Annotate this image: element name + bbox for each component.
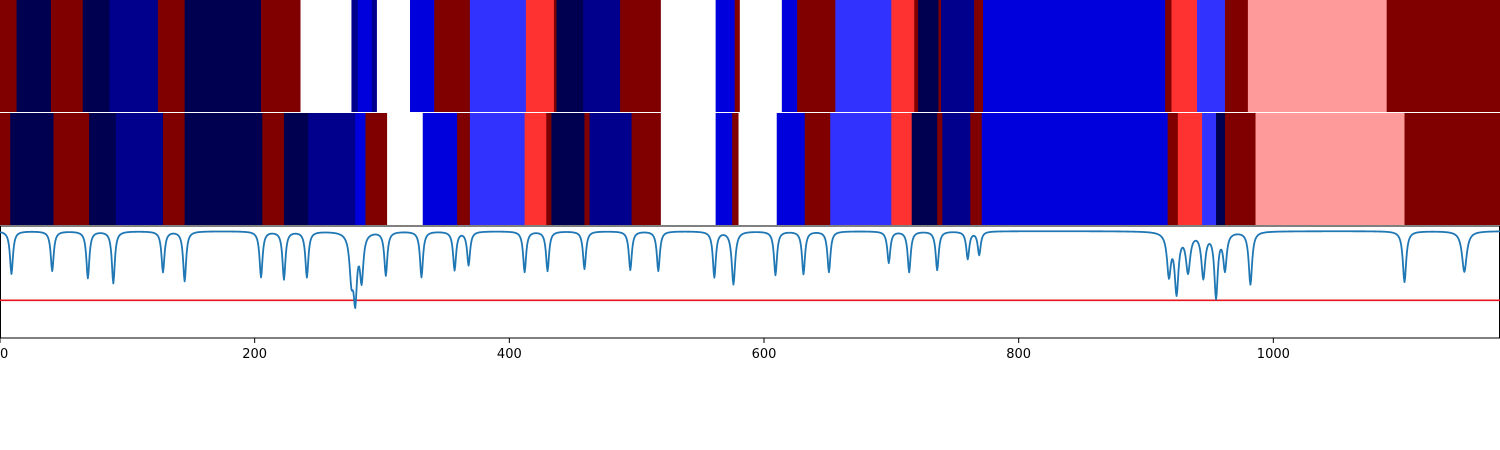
signal-line xyxy=(0,230,1500,310)
heatmap-cell xyxy=(715,0,736,112)
heatmap-cell xyxy=(422,113,458,225)
heatmap-cell xyxy=(457,113,471,225)
heatmap-cell xyxy=(553,0,557,112)
heatmap-cell xyxy=(434,0,471,112)
heatmap-cell xyxy=(283,113,309,225)
heatmap-cell xyxy=(351,0,359,112)
heatmap-cell xyxy=(410,0,435,112)
heatmap-cell xyxy=(16,0,52,112)
heatmap-cell xyxy=(0,0,17,112)
heatmap-cell xyxy=(546,113,552,225)
heatmap-cell xyxy=(157,0,186,112)
heatmap-row-1 xyxy=(0,0,1500,112)
heatmap-cell xyxy=(914,0,919,112)
heatmap-cell xyxy=(738,113,778,225)
heatmap-cell xyxy=(1171,0,1198,112)
heatmap-cell xyxy=(109,0,159,112)
heatmap-cell xyxy=(262,113,285,225)
heatmap-cell xyxy=(556,0,584,112)
heatmap-cell xyxy=(1216,113,1226,225)
heatmap-cell xyxy=(89,113,117,225)
heatmap-cell xyxy=(938,0,942,112)
heatmap-cell xyxy=(469,0,527,112)
heatmap-cell xyxy=(1247,0,1388,112)
heatmap-cell xyxy=(1386,0,1500,112)
heatmap-cell xyxy=(941,0,975,112)
heatmap-cell xyxy=(1177,113,1203,225)
heatmap-cell xyxy=(53,113,90,225)
heatmap-cell xyxy=(82,0,110,112)
heatmap-cell xyxy=(631,113,662,225)
heatmap-cell xyxy=(1255,113,1405,225)
heatmap-cell xyxy=(1167,113,1179,225)
x-tick-label: 600 xyxy=(752,347,777,362)
heatmap-cell xyxy=(0,113,11,225)
heatmap-cell xyxy=(911,113,938,225)
heatmap-cell xyxy=(1404,113,1500,225)
heatmap-cell xyxy=(184,113,263,225)
x-tick-label: 1000 xyxy=(1257,347,1290,362)
heatmap-cell xyxy=(115,113,164,225)
x-tick-label: 400 xyxy=(497,347,522,362)
heatmap-cell xyxy=(620,0,662,112)
heatmap-cell xyxy=(355,113,366,225)
x-axis: 0 200 400 600 800 1000 xyxy=(0,338,1290,362)
heatmap-cell xyxy=(891,113,913,225)
heatmap-cell xyxy=(830,113,892,225)
heatmap-cell xyxy=(734,0,741,112)
heatmap-cell xyxy=(1224,0,1249,112)
heatmap-cell xyxy=(583,0,621,112)
x-tick-label: 0 xyxy=(0,347,8,362)
heatmap-cell xyxy=(1196,0,1226,112)
heatmap-cell xyxy=(184,0,262,112)
heatmap-cell xyxy=(469,113,526,225)
heatmap-cell xyxy=(660,0,717,112)
heatmap-cell xyxy=(524,113,547,225)
heatmap-cell xyxy=(589,113,632,225)
heatmap-cell xyxy=(551,113,585,225)
heatmap-cell xyxy=(715,113,733,225)
heatmap-cell xyxy=(804,113,831,225)
heatmap-cell xyxy=(162,113,186,225)
heatmap-cell xyxy=(835,0,892,112)
heatmap-cell xyxy=(376,0,411,112)
heatmap-cell xyxy=(974,0,984,112)
heatmap-cell xyxy=(776,113,806,225)
heatmap-cell xyxy=(942,113,971,225)
heatmap-cell xyxy=(739,0,783,112)
heatmap-cell xyxy=(781,0,798,112)
x-tick-label: 200 xyxy=(242,347,267,362)
heatmap-cell xyxy=(937,113,943,225)
line-panel-frame xyxy=(0,225,1500,339)
heatmap-cell xyxy=(891,0,915,112)
heatmap-cell xyxy=(357,0,373,112)
heatmap-cell xyxy=(10,113,54,225)
heatmap-cell xyxy=(983,0,1166,112)
heatmap-cell xyxy=(970,113,983,225)
heatmap-cell xyxy=(1224,113,1256,225)
heatmap-cell xyxy=(387,113,424,225)
heatmap-cell xyxy=(261,0,301,112)
heatmap-cell xyxy=(371,0,378,112)
heatmap-cell xyxy=(584,113,590,225)
heatmap-cell xyxy=(1165,0,1172,112)
heatmap-cell xyxy=(1202,113,1217,225)
heatmap-row-2 xyxy=(0,113,1500,225)
heatmap-rows xyxy=(0,0,1500,225)
line-panel xyxy=(0,225,1500,339)
heatmap-cell xyxy=(308,113,356,225)
heatmap-cell xyxy=(525,0,555,112)
heatmap-cell xyxy=(365,113,388,225)
heatmap-cell xyxy=(50,0,84,112)
x-tick-label: 800 xyxy=(1006,347,1031,362)
heatmap-cell xyxy=(732,113,739,225)
heatmap-cell xyxy=(981,113,1169,225)
heatmap-cell xyxy=(797,0,836,112)
heatmap-cell xyxy=(918,0,939,112)
heatmap-cell xyxy=(660,113,717,225)
heatmap-cell xyxy=(300,0,352,112)
